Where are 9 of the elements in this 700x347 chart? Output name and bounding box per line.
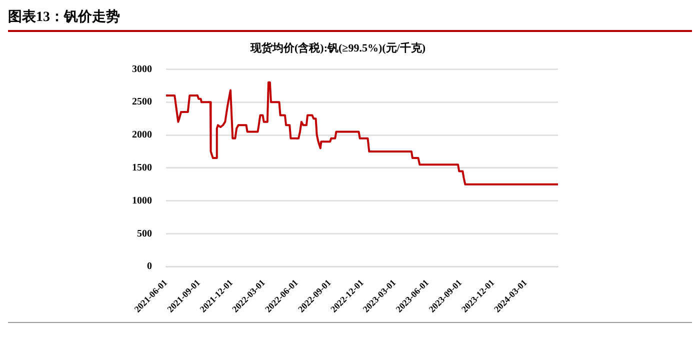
y-tick-label: 0: [147, 261, 152, 272]
y-tick-label: 2500: [132, 96, 152, 108]
y-tick-label: 1000: [132, 195, 152, 206]
chart-subtitle: 现货均价(含税):钒(≥99.5%)(元/千克): [250, 41, 426, 54]
y-tick-label: 2000: [132, 130, 152, 141]
y-tick-label: 1500: [132, 162, 152, 174]
y-tick-label: 500: [137, 228, 152, 240]
y-tick-label: 3000: [132, 64, 152, 75]
chart-title: 图表13：钒价走势: [8, 8, 120, 27]
